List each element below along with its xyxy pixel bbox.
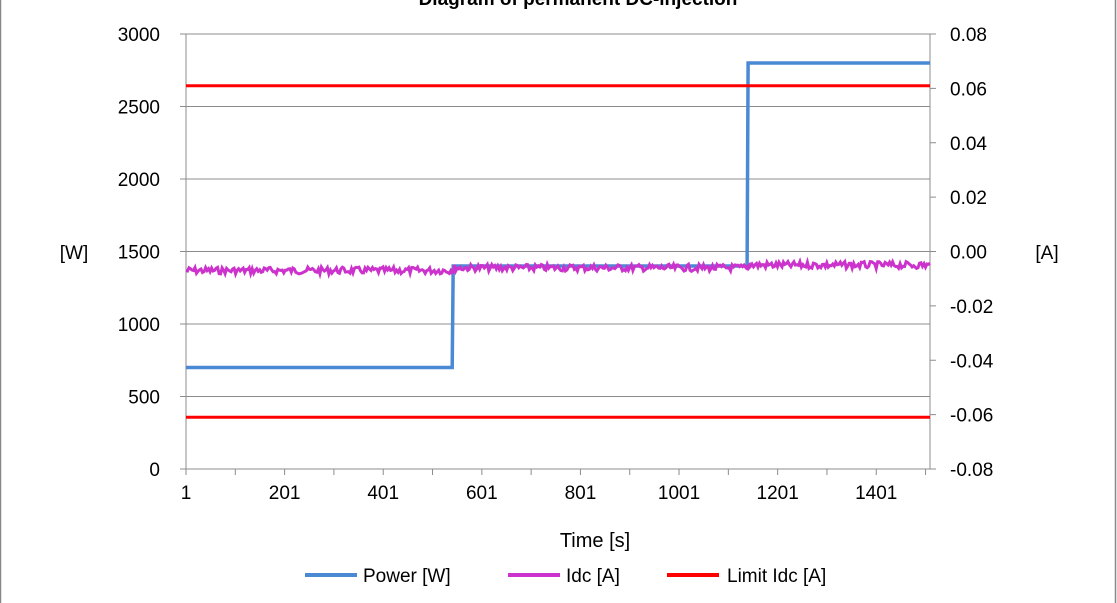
axes-layer: 0 500 1000 1500 2000 2500 3000 -0.08 -0.06 -0.04 -… — [118, 25, 994, 504]
y-right-tick-label: -0.02 — [950, 297, 993, 318]
series-layer — [185, 61, 931, 419]
y-left-tick-label: 3000 — [118, 25, 160, 46]
y-right-tick-label: 0.02 — [950, 188, 987, 209]
legend-entry: Limit Idc [A] — [727, 566, 826, 587]
y-right-tick-label: 0.04 — [950, 134, 987, 155]
x-tick-label: 801 — [565, 483, 597, 504]
y-left-tick-label: 1500 — [118, 243, 160, 264]
legend: Power [W] Idc [A] Limit Idc [A] — [305, 566, 826, 587]
x-tick-label: 1401 — [855, 483, 897, 504]
legend-entry: Power [W] — [363, 566, 451, 587]
y-right-tick-label: 0.08 — [950, 25, 987, 46]
y-left-tick-label: 2500 — [118, 98, 160, 119]
y-left-tick-label: 0 — [149, 460, 160, 481]
y-left-tick-label: 1000 — [118, 315, 160, 336]
x-tick-label: 401 — [367, 483, 399, 504]
x-tick-label: 601 — [466, 483, 498, 504]
y-left-tick-label: 500 — [128, 388, 160, 409]
legend-entry: Idc [A] — [566, 566, 620, 587]
x-tick-label: 201 — [269, 483, 301, 504]
y-right-tick-label: -0.08 — [950, 460, 993, 481]
x-axis-label: Time [s] — [560, 530, 630, 552]
y-right-tick-label: 0.00 — [950, 243, 987, 264]
series-line-idc — [185, 256, 931, 280]
x-tick-label: 1001 — [658, 483, 700, 504]
x-tick-label: 1201 — [757, 483, 799, 504]
grid-layer — [186, 33, 930, 470]
y-right-tick-label: 0.06 — [950, 79, 987, 100]
y-right-tick-label: -0.06 — [950, 406, 993, 427]
y-left-tick-label: 2000 — [118, 170, 160, 191]
y-right-tick-label: -0.04 — [950, 351, 994, 372]
x-tick-label: 1 — [181, 483, 192, 504]
y-axis-right-label: [A] — [1035, 243, 1058, 264]
chart-title: Diagram of permanent DC-injection — [419, 0, 738, 10]
y-axis-left-label: [W] — [60, 243, 89, 264]
